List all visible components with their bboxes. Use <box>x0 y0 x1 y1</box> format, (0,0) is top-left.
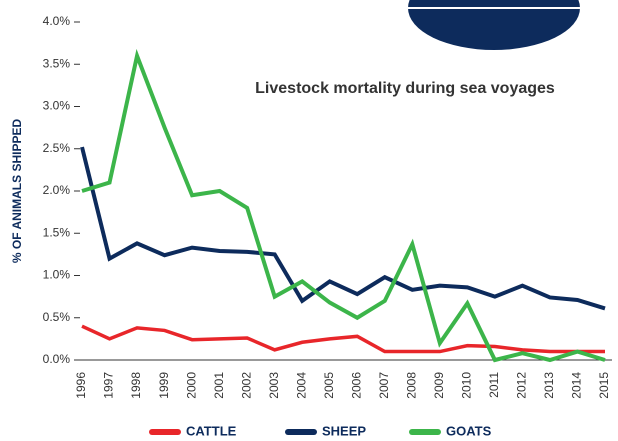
x-tick-label: 2008 <box>404 372 418 399</box>
legend-label: CATTLE <box>186 423 237 438</box>
y-tick-label: 4.0% <box>43 14 71 28</box>
series-line <box>81 48 606 363</box>
y-tick-label: 0.5% <box>43 310 71 324</box>
series-line <box>80 146 606 311</box>
x-tick-label: 2001 <box>212 372 226 399</box>
x-tick-label: 2013 <box>542 372 556 399</box>
x-tick-label: 1999 <box>157 372 171 399</box>
y-tick-label: 2.5% <box>43 141 71 155</box>
x-tick-label: 2014 <box>570 372 584 399</box>
x-tick-label: 1996 <box>74 372 88 399</box>
legend-label: SHEEP <box>322 423 366 438</box>
x-tick-label: 2010 <box>460 372 474 399</box>
x-tick-label: 1998 <box>129 372 143 399</box>
x-tick-label: 2005 <box>322 372 336 399</box>
x-tick-label: 2011 <box>487 372 501 398</box>
y-tick-label: 0.0% <box>43 352 71 366</box>
y-tick-label: 3.0% <box>43 99 71 113</box>
x-tick-label: 2006 <box>349 372 363 399</box>
x-tick-label: 2003 <box>267 372 281 399</box>
x-tick-label: 2004 <box>294 372 308 399</box>
chart-title: Livestock mortality during sea voyages <box>255 80 555 97</box>
x-tick-label: 2012 <box>515 372 529 399</box>
x-tick-label: 2002 <box>239 372 253 399</box>
x-tick-label: 2009 <box>432 372 446 399</box>
y-axis-label: % OF ANIMALS SHIPPED <box>10 119 24 264</box>
x-tick-label: 2000 <box>184 372 198 399</box>
y-tick-label: 3.5% <box>43 56 71 70</box>
decoration <box>408 0 580 50</box>
y-tick-label: 1.0% <box>43 268 71 282</box>
legend-label: GOATS <box>446 423 492 438</box>
x-tick-label: 1997 <box>102 372 116 399</box>
series-line <box>81 324 605 354</box>
y-tick-label: 1.5% <box>43 225 71 239</box>
x-tick-label: 2015 <box>597 372 611 399</box>
y-tick-label: 2.0% <box>43 183 71 197</box>
x-tick-label: 2007 <box>377 372 391 399</box>
